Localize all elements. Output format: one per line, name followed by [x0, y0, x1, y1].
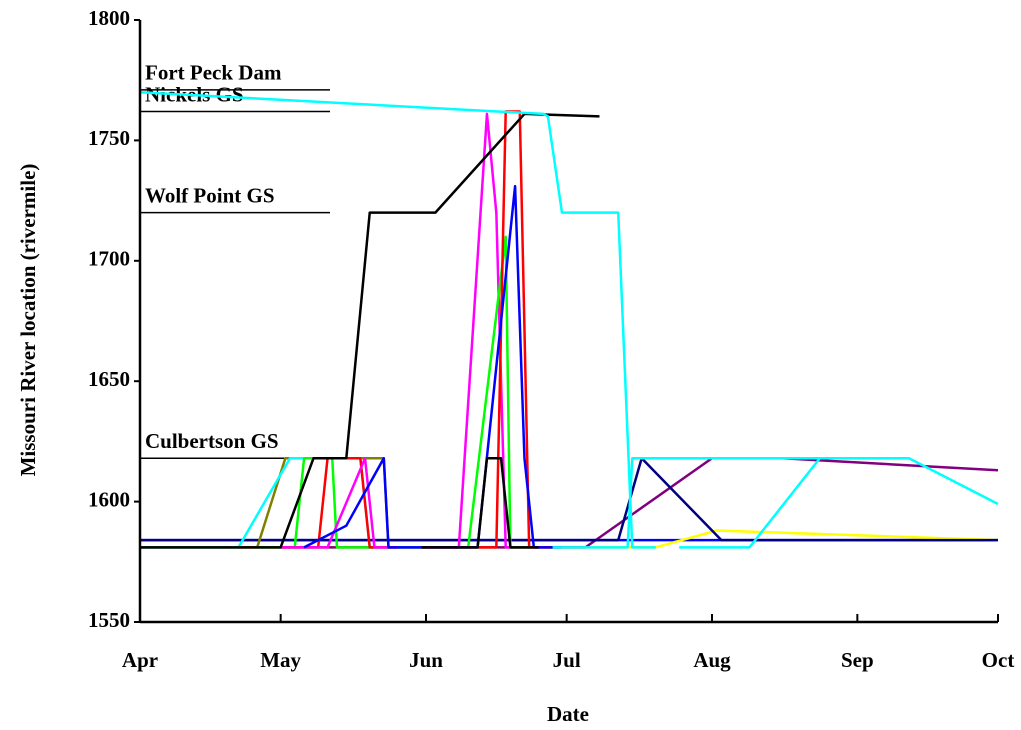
- series-line: [280, 457, 398, 549]
- y-tick-label: 1600: [88, 487, 130, 511]
- y-tick-label: 1750: [88, 126, 130, 150]
- annotation-label: Wolf Point GS: [145, 183, 275, 207]
- x-tick-label: Oct: [982, 648, 1015, 672]
- x-axis-title: Date: [547, 702, 589, 726]
- annotation-label: Fort Peck Dam: [145, 61, 282, 85]
- y-axis-title: Missouri River location (rivermile): [16, 164, 40, 477]
- series-line: [257, 457, 375, 549]
- series-line: [679, 457, 909, 549]
- series-line: [552, 457, 999, 549]
- series-line: [421, 457, 539, 549]
- x-tick-label: Jun: [409, 648, 443, 672]
- x-tick-label: May: [260, 648, 301, 672]
- series-line: [140, 457, 422, 549]
- series-line: [139, 90, 656, 549]
- x-tick-label: Aug: [693, 648, 731, 672]
- series-line: [421, 110, 553, 549]
- series-line: [421, 184, 562, 549]
- y-tick-label: 1650: [88, 367, 130, 391]
- y-tick-label: 1550: [88, 608, 130, 632]
- annotation-label: Culbertson GS: [145, 429, 279, 453]
- y-tick-label: 1800: [88, 6, 130, 30]
- x-tick-label: Sep: [841, 648, 874, 672]
- x-tick-label: Apr: [122, 648, 158, 672]
- series-line: [140, 112, 600, 549]
- series-line: [303, 457, 422, 549]
- x-tick-label: Jul: [553, 648, 581, 672]
- series-line: [140, 457, 998, 542]
- y-tick-label: 1700: [88, 247, 130, 271]
- series-line: [140, 457, 999, 549]
